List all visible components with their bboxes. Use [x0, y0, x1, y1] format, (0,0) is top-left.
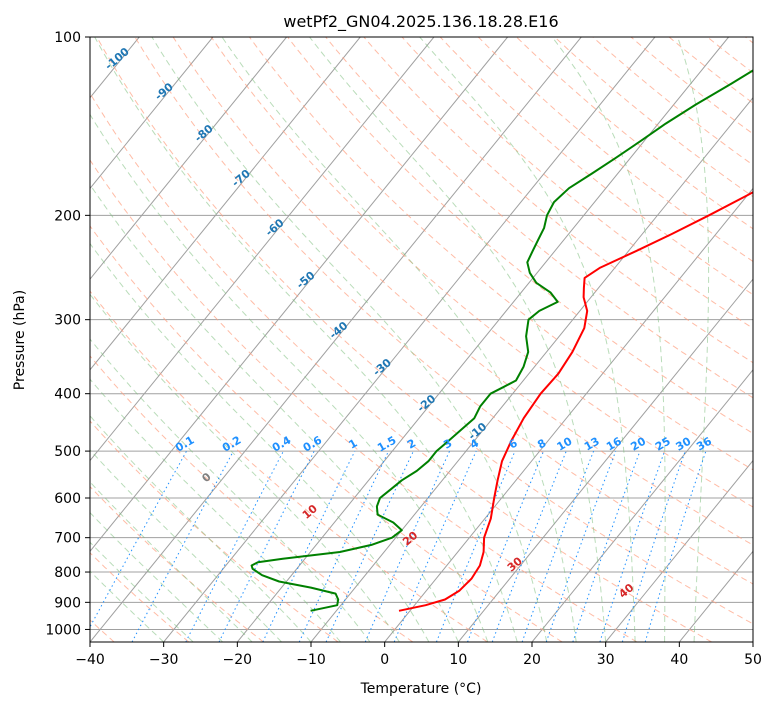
mixing-ratio-line: [491, 450, 567, 642]
x-tick-label: −10: [296, 652, 326, 668]
axes: −40 −30 −20 −10 0 10 20 30 40 50 100 200 300 400 500 60…: [45, 30, 762, 668]
isotherm-line: [457, 278, 753, 642]
y-tick-label: 800: [54, 565, 81, 581]
moist-adiabat-line: [151, 37, 548, 642]
mixing-ratio-line: [599, 450, 666, 642]
dry-adiabat-line: [287, 37, 753, 434]
plot-frame: [89, 36, 754, 643]
y-tick-label: 500: [54, 444, 81, 460]
y-tick-label: 900: [54, 595, 81, 611]
x-tick-label: 50: [744, 652, 762, 668]
dry-adiabat-line: [210, 37, 753, 508]
mixing-ratio-line: [621, 450, 686, 642]
temperature-profile-line: [398, 191, 753, 612]
isotherm-line: [90, 37, 509, 553]
mixing-ratio-line: [298, 450, 390, 642]
isotherm-line: [90, 37, 214, 190]
mixing-ratio-line: [644, 450, 707, 642]
profile-lines: [250, 69, 753, 612]
background-lines: [90, 37, 753, 642]
dewpoint-profile-line: [250, 69, 753, 612]
y-tick-label: 700: [54, 531, 81, 547]
dry-adiabat-line: [248, 37, 753, 471]
x-tick-label: −30: [149, 652, 179, 668]
moist-adiabat-line: [90, 541, 194, 642]
chart-title: wetPf2_GN04.2025.136.18.28.E16: [283, 12, 558, 32]
x-tick-label: 30: [597, 652, 615, 668]
x-axis-title: Temperature (°C): [360, 681, 482, 697]
moist-adiabat-line: [90, 511, 223, 642]
dry-adiabat-line: [90, 159, 638, 642]
dry-adiabat-line: [401, 37, 753, 329]
dry-adiabat-line: [90, 225, 563, 642]
y-tick-label: 300: [54, 313, 81, 329]
isotherm-line: [605, 459, 753, 642]
dry-adiabat-line: [90, 92, 712, 642]
moist-adiabat-line: [90, 481, 253, 642]
mixing-ratio-line: [131, 450, 234, 642]
dry-adiabat-line: [90, 355, 414, 642]
isotherm-line: [90, 37, 435, 462]
moist-adiabat-line: [309, 37, 607, 642]
dry-adiabat-line: [90, 552, 190, 642]
moist-adiabat-line: [221, 37, 577, 642]
moist-adiabat-line: [90, 570, 165, 642]
x-tick-label: 0: [380, 652, 389, 668]
y-tick-label: 100: [54, 30, 81, 46]
isotherm-line: [90, 37, 582, 642]
x-tick-label: 20: [523, 652, 541, 668]
isotherm-line: [163, 37, 656, 642]
x-tick-label: 10: [449, 652, 467, 668]
mixing-ratio-line: [325, 450, 414, 642]
dry-adiabat-line: [90, 420, 339, 642]
moist-adiabat-line: [419, 37, 636, 642]
moist-adiabat-line: [94, 37, 518, 642]
y-tick-label: 200: [54, 208, 81, 224]
isotherm-line: [384, 187, 753, 642]
dry-adiabat-line: [172, 37, 753, 546]
moist-adiabat-line: [90, 293, 400, 642]
dry-adiabat-line: [134, 37, 753, 585]
mixing-ratio-line: [467, 450, 545, 642]
x-tick-label: 40: [670, 652, 688, 668]
y-axis-title: Pressure (hPa): [12, 290, 28, 390]
isotherm-line: [90, 37, 361, 371]
moist-adiabat-line: [677, 37, 710, 642]
moist-adiabat-line: [90, 449, 282, 642]
moist-adiabat-line: [90, 378, 341, 642]
y-tick-label: 600: [54, 491, 81, 507]
isotherm-line: [531, 369, 753, 642]
dry-adiabat-line: [90, 290, 488, 642]
isotherm-line: [90, 37, 288, 280]
mixing-ratio-line: [262, 450, 356, 642]
x-tick-label: −20: [223, 652, 253, 668]
moist-adiabat-line: [90, 113, 489, 642]
y-tick-label: 400: [54, 387, 81, 403]
dry-adiabat-line: [96, 37, 753, 625]
moist-adiabat-line: [551, 37, 666, 642]
moist-adiabat-line: [90, 338, 371, 642]
dry-adiabat-line: [439, 37, 753, 296]
x-tick-label: −40: [75, 652, 105, 668]
y-tick-label: 1000: [45, 622, 81, 638]
